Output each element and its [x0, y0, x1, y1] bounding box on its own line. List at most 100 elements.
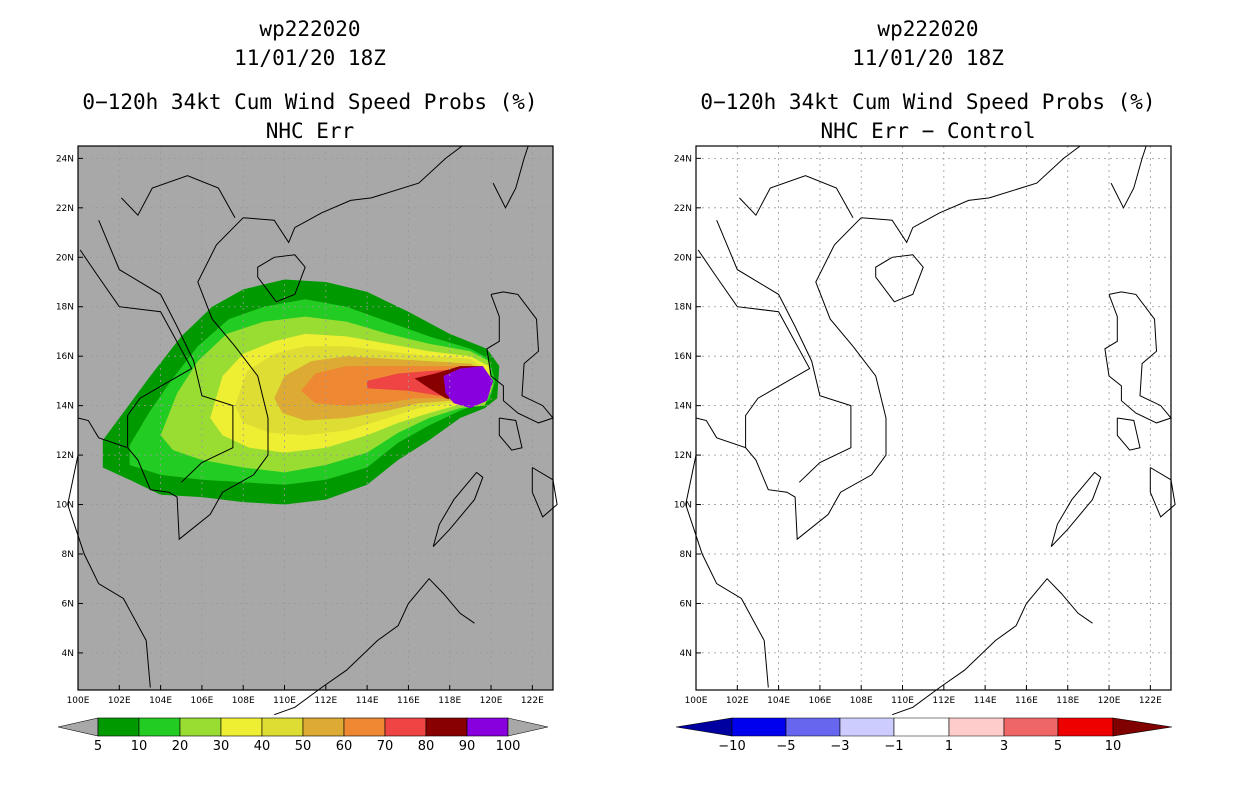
right-colorbar-swatch	[893, 717, 950, 737]
right-colorbar-swatch	[1057, 717, 1114, 737]
left-colorbar-swatch	[466, 717, 509, 737]
left-title: wp222020 11/01/20 18Z	[60, 15, 560, 73]
left-storm-id: wp222020	[259, 17, 361, 41]
right-colorbar-label: −5	[776, 739, 795, 754]
lat-tick-label: 20N	[674, 253, 692, 263]
lat-tick-label: 8N	[62, 550, 74, 560]
right-colorbar-swatch	[839, 717, 895, 737]
right-colorbar-swatch	[1003, 717, 1059, 737]
right-colorbar-swatch	[731, 717, 787, 737]
prob-contour-5	[102, 279, 500, 505]
lon-tick-label: 114E	[974, 696, 997, 706]
lat-tick-label: 18N	[56, 303, 74, 313]
coastline	[243, 145, 463, 244]
lon-tick-label: 100E	[67, 696, 90, 706]
prob-contour-60	[301, 366, 487, 406]
lon-tick-label: 104E	[149, 696, 172, 706]
prob-contour-10	[129, 299, 496, 485]
border-line	[697, 249, 811, 448]
lon-tick-label: 120E	[480, 696, 503, 706]
lat-tick-label: 24N	[674, 154, 692, 164]
left-map-frame	[77, 145, 554, 691]
left-map-panel: 100E 102E 104E 106E 108E 110E 112E 114E 116E 118E…	[56, 145, 558, 716]
coastline	[1149, 467, 1176, 518]
lon-tick-label: 104E	[767, 696, 790, 706]
lat-tick-label: 8N	[680, 550, 692, 560]
left-colorbar-swatch	[425, 717, 468, 737]
lon-tick-label: 122E	[521, 696, 544, 706]
lat-tick-label: 12N	[674, 451, 692, 461]
right-title: wp222020 11/01/20 18Z	[678, 15, 1178, 73]
lat-tick-label: 4N	[62, 649, 74, 659]
lat-tick-label: 18N	[674, 303, 692, 313]
left-colorbar-swatch	[384, 717, 427, 737]
lat-tick-label: 16N	[674, 352, 692, 362]
coastline	[67, 454, 151, 688]
coastline	[875, 254, 924, 303]
left-colorbar-high-arrow	[507, 717, 549, 737]
lat-tick-label: 16N	[56, 352, 74, 362]
left-subtitle: NHC Err	[265, 119, 355, 143]
right-colorbar-label: −3	[830, 739, 849, 754]
lat-tick-label: 20N	[56, 253, 74, 263]
left-colorbar-label: 30	[213, 739, 230, 754]
lat-tick-label: 12N	[56, 451, 74, 461]
right-colorbar: −10 −5 −3 −1 1 3 5 10	[675, 717, 1173, 754]
right-colorbar-label: 10	[1105, 739, 1122, 754]
lon-tick-label: 102E	[108, 696, 131, 706]
lon-tick-label: 108E	[232, 696, 255, 706]
lon-tick-label: 120E	[1098, 696, 1121, 706]
lon-tick-label: 108E	[850, 696, 873, 706]
coastline	[77, 217, 269, 541]
lat-tick-label: 14N	[674, 402, 692, 412]
lat-tick-label: 14N	[56, 402, 74, 412]
right-datetime: 11/01/20 18Z	[852, 46, 1004, 70]
lon-tick-label: 122E	[1139, 696, 1162, 706]
left-subtitle-block: 0−120h 34kt Cum Wind Speed Probs (%) NHC …	[60, 88, 560, 146]
right-colorbar-swatch	[948, 717, 1005, 737]
lon-tick-label: 114E	[356, 696, 379, 706]
right-colorbar-label: −10	[718, 739, 745, 754]
lon-tick-label: 110E	[891, 696, 914, 706]
right-map-panel: 100E 102E 104E 106E 108E 110E 112E 114E 116E 118E…	[674, 145, 1176, 716]
left-colorbar-label: 60	[336, 739, 353, 754]
right-map-frame	[695, 145, 1172, 691]
coastline	[531, 467, 558, 518]
coastline	[861, 145, 1081, 244]
coastline	[274, 577, 475, 716]
lat-tick-label: 10N	[56, 501, 74, 511]
border-line	[98, 220, 234, 483]
lat-tick-label: 6N	[680, 599, 692, 609]
lon-tick-label: 116E	[1015, 696, 1038, 706]
coastline	[432, 471, 484, 547]
left-colorbar-label: 10	[131, 739, 148, 754]
left-colorbar-swatch	[302, 717, 345, 737]
border-line	[716, 220, 852, 483]
coastline	[486, 291, 554, 424]
lat-tick-label: 10N	[674, 501, 692, 511]
prob-contour-70	[367, 368, 487, 399]
lon-tick-label: 112E	[314, 696, 337, 706]
right-colorbar-label: 5	[1054, 739, 1062, 754]
coastline	[1050, 471, 1102, 547]
lat-tick-label: 22N	[56, 204, 74, 214]
coastline	[695, 217, 887, 541]
right-map-background	[696, 146, 1171, 690]
border-line	[739, 175, 854, 218]
left-datetime: 11/01/20 18Z	[234, 46, 386, 70]
left-colorbar-swatch	[97, 717, 140, 737]
lon-tick-label: 110E	[273, 696, 296, 706]
lon-tick-label: 116E	[397, 696, 420, 706]
left-colorbar-label: 80	[418, 739, 435, 754]
left-colorbar-swatch	[138, 717, 181, 737]
right-colorbar-swatch	[675, 717, 733, 737]
prob-contour-30	[210, 333, 491, 453]
coastline	[1104, 291, 1172, 424]
left-colorbar-swatch	[179, 717, 222, 737]
prob-contour-80	[414, 366, 491, 404]
coastline	[892, 577, 1093, 716]
prob-contour-90	[443, 366, 494, 409]
left-colorbar-label: 70	[377, 739, 394, 754]
coastline	[498, 417, 523, 451]
lat-tick-label: 6N	[62, 599, 74, 609]
